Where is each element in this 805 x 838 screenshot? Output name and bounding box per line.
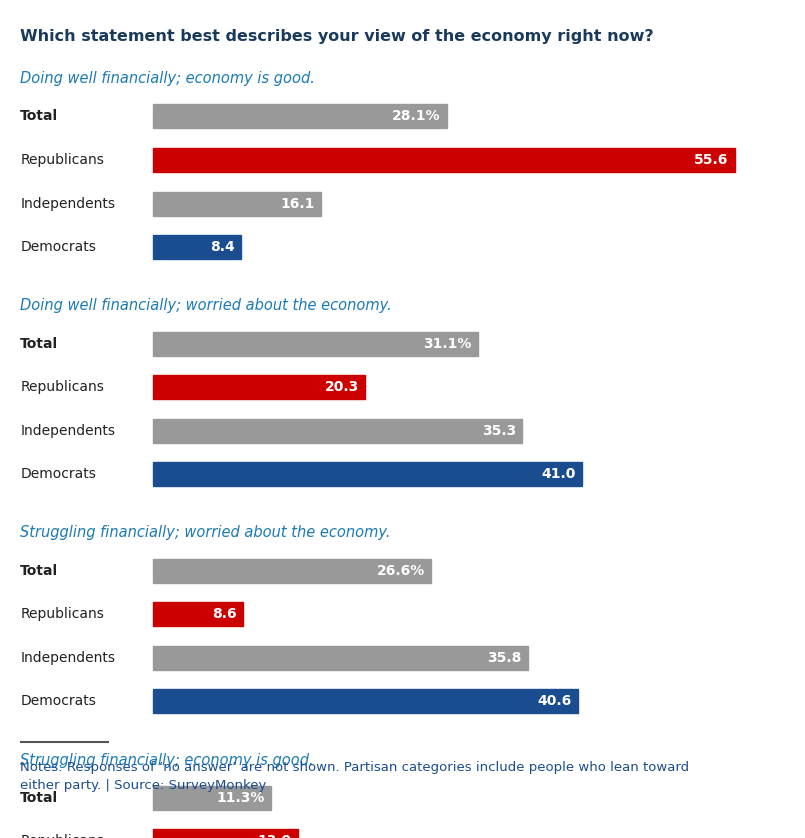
Bar bbox=[153, 332, 478, 355]
Text: Struggling financially; worried about the economy.: Struggling financially; worried about th… bbox=[20, 525, 390, 541]
Text: 11.3%: 11.3% bbox=[217, 791, 265, 804]
Bar bbox=[153, 235, 241, 259]
Bar bbox=[153, 148, 735, 172]
Text: 40.6: 40.6 bbox=[537, 695, 572, 708]
Text: Democrats: Democrats bbox=[20, 695, 96, 708]
Text: 16.1: 16.1 bbox=[281, 197, 315, 210]
Bar bbox=[153, 603, 243, 626]
Text: Independents: Independents bbox=[20, 651, 115, 665]
Text: 31.1%: 31.1% bbox=[423, 337, 472, 350]
Text: Doing well financially; economy is good.: Doing well financially; economy is good. bbox=[20, 71, 315, 86]
Bar bbox=[153, 646, 527, 670]
Text: 28.1%: 28.1% bbox=[392, 110, 440, 123]
Text: Total: Total bbox=[20, 791, 58, 804]
Text: 35.8: 35.8 bbox=[487, 651, 521, 665]
Bar bbox=[153, 105, 447, 128]
Bar bbox=[153, 375, 365, 399]
Text: Doing well financially; worried about the economy.: Doing well financially; worried about th… bbox=[20, 298, 392, 313]
Bar bbox=[153, 419, 522, 442]
Text: 35.3: 35.3 bbox=[481, 424, 516, 437]
Text: Republicans: Republicans bbox=[20, 608, 104, 621]
Text: Total: Total bbox=[20, 337, 58, 350]
Text: Independents: Independents bbox=[20, 424, 115, 437]
Bar bbox=[153, 192, 321, 215]
Text: Democrats: Democrats bbox=[20, 468, 96, 481]
Bar bbox=[153, 559, 431, 582]
Text: 13.9: 13.9 bbox=[258, 835, 292, 838]
Text: 26.6%: 26.6% bbox=[377, 564, 425, 577]
Text: 55.6: 55.6 bbox=[694, 153, 729, 167]
Text: Total: Total bbox=[20, 110, 58, 123]
Text: 8.6: 8.6 bbox=[212, 608, 237, 621]
Text: Republicans: Republicans bbox=[20, 380, 104, 394]
Bar bbox=[153, 786, 271, 810]
Text: Notes: Responses of ‘no answer’ are not shown. Partisan categories include peopl: Notes: Responses of ‘no answer’ are not … bbox=[20, 761, 689, 792]
Text: 41.0: 41.0 bbox=[541, 468, 576, 481]
Text: Struggling financially; economy is good.: Struggling financially; economy is good. bbox=[20, 753, 314, 768]
Text: 20.3: 20.3 bbox=[324, 380, 359, 394]
Text: Republicans: Republicans bbox=[20, 153, 104, 167]
Bar bbox=[153, 463, 582, 486]
Bar bbox=[153, 830, 299, 838]
Text: Total: Total bbox=[20, 564, 58, 577]
Text: Which statement best describes your view of the economy right now?: Which statement best describes your view… bbox=[20, 29, 654, 44]
Bar bbox=[153, 690, 578, 713]
Text: Republicans: Republicans bbox=[20, 835, 104, 838]
Text: Independents: Independents bbox=[20, 197, 115, 210]
Text: 8.4: 8.4 bbox=[209, 241, 234, 254]
Text: Democrats: Democrats bbox=[20, 241, 96, 254]
